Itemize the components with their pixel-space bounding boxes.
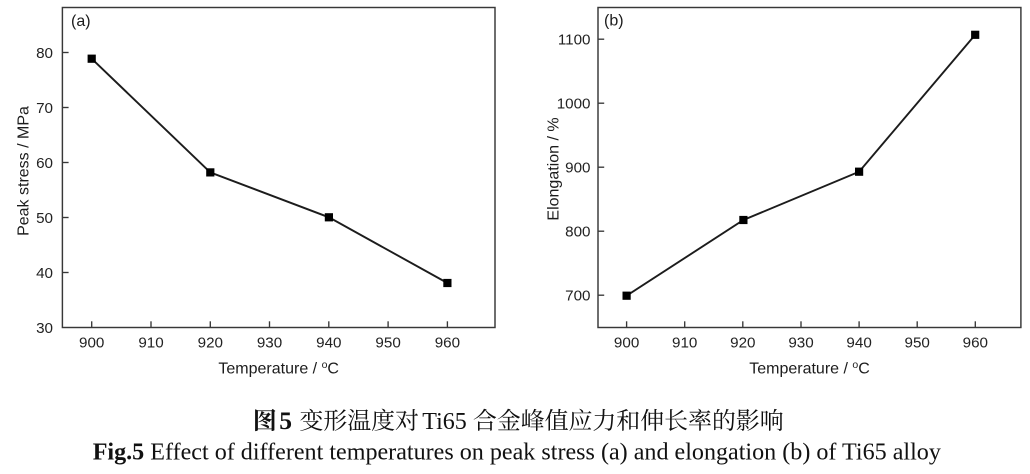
svg-text:920: 920 [198, 335, 223, 352]
svg-text:950: 950 [905, 335, 930, 352]
svg-text:940: 940 [316, 335, 341, 352]
svg-text:Elongation / %: Elongation / % [546, 117, 563, 220]
svg-text:960: 960 [963, 335, 988, 352]
svg-text:Peak stress / MPa: Peak stress / MPa [15, 106, 32, 236]
svg-text:800: 800 [565, 224, 590, 241]
svg-text:950: 950 [375, 335, 400, 352]
svg-text:60: 60 [36, 155, 53, 172]
svg-text:50: 50 [36, 210, 53, 227]
svg-text:910: 910 [672, 335, 697, 352]
svg-text:Temperature / oC: Temperature / oC [218, 359, 339, 378]
svg-text:Ti65: Ti65 [422, 409, 466, 435]
svg-text:700: 700 [565, 288, 590, 305]
svg-text:940: 940 [846, 335, 871, 352]
svg-text:900: 900 [79, 335, 104, 352]
svg-text:1000: 1000 [557, 96, 591, 113]
svg-text:920: 920 [730, 335, 755, 352]
svg-text:Temperature / oC: Temperature / oC [749, 359, 870, 378]
svg-text:910: 910 [138, 335, 163, 352]
svg-text:(a): (a) [71, 13, 91, 30]
svg-text:930: 930 [257, 335, 282, 352]
svg-text:80: 80 [36, 45, 53, 62]
svg-text:960: 960 [435, 335, 460, 352]
svg-text:30: 30 [36, 320, 53, 337]
svg-text:Fig.5 Effect of different temp: Fig.5 Effect of different temperatures o… [93, 440, 941, 466]
svg-text:5: 5 [279, 406, 292, 435]
svg-text:1100: 1100 [558, 32, 591, 49]
svg-text:900: 900 [565, 160, 590, 177]
svg-text:(b): (b) [604, 13, 624, 30]
svg-text:70: 70 [36, 100, 53, 117]
svg-text:40: 40 [36, 265, 53, 282]
svg-text:900: 900 [614, 335, 639, 352]
svg-text:930: 930 [788, 335, 813, 352]
